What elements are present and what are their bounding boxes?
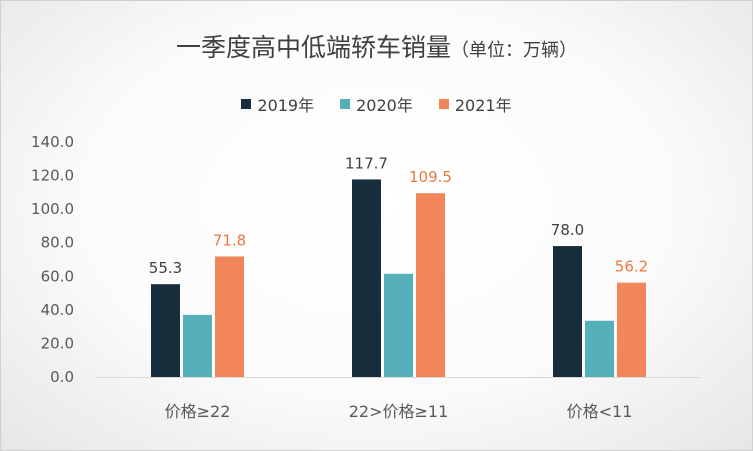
data-label: 55.3: [149, 259, 182, 277]
bar-2021年-1: [416, 193, 445, 377]
legend-label-2020: 2020年: [356, 96, 413, 115]
y-tick-label: 100.0: [31, 200, 74, 218]
bar-2021年-0: [215, 256, 244, 377]
x-category-label: 价格≥22: [165, 402, 231, 421]
x-category-label: 22>价格≥11: [349, 402, 449, 421]
legend-swatch-2019: [241, 99, 252, 109]
bar-2019年-0: [151, 284, 180, 377]
legend-item-2020: 2020年: [340, 92, 413, 116]
legend-label-2021: 2021年: [454, 96, 512, 115]
legend-item-2021: 2021年: [438, 92, 512, 116]
y-tick-label: 80.0: [41, 234, 74, 252]
bar-2020年-2: [585, 320, 614, 377]
bar-2019年-1: [352, 179, 381, 377]
bar-2020年-0: [183, 314, 212, 377]
legend-label-2019: 2019年: [257, 96, 315, 115]
y-tick-label: 120.0: [31, 167, 74, 185]
legend-item-2019: 2019年: [241, 92, 314, 116]
legend-swatch-2021: [438, 99, 449, 109]
y-tick-label: 140.0: [31, 133, 74, 151]
y-tick-label: 20.0: [41, 334, 74, 352]
data-label: 56.2: [615, 258, 648, 276]
chart-title: 一季度高中低端轿车销量（单位：万辆）: [0, 28, 753, 64]
bar-2021年-2: [617, 282, 646, 377]
y-tick-label: 60.0: [41, 267, 74, 285]
chart-title-main: 一季度高中低端轿车销量: [175, 33, 451, 62]
data-label: 109.5: [409, 168, 452, 186]
data-label: 117.7: [345, 154, 388, 172]
bar-2020年-1: [384, 273, 413, 377]
chart-legend: 2019年 2020年 2021年: [0, 92, 753, 116]
y-tick-label: 0.0: [50, 368, 74, 386]
bar-2019年-2: [553, 246, 582, 377]
data-label: 71.8: [213, 231, 246, 249]
legend-swatch-2020: [340, 99, 351, 109]
data-label: 78.0: [551, 221, 584, 239]
chart-title-unit: （单位：万辆）: [451, 40, 577, 61]
y-tick-label: 40.0: [41, 301, 74, 319]
x-category-label: 价格<11: [567, 402, 633, 421]
